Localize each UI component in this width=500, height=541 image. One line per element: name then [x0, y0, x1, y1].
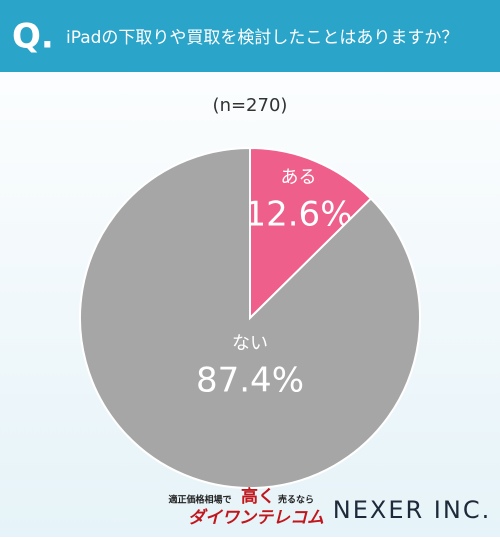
- subtitle: (n=270): [213, 95, 288, 116]
- header-question: iPadの下取りや買取を検討したことはありますか？: [66, 28, 458, 48]
- slice-category: ある: [281, 167, 317, 188]
- pie-slice: [249, 146, 373, 321]
- slice-value-label: 12.6%: [244, 194, 352, 234]
- footer-company: NEXER INC.: [333, 496, 491, 524]
- pie-slice: [79, 146, 421, 489]
- footer-tagline2: 売るなら: [278, 494, 314, 506]
- slice-value-label: 87.4%: [196, 361, 304, 401]
- footer-brand: ダイワンテレコム: [188, 508, 324, 528]
- footer-highlight: 高く: [241, 486, 275, 507]
- slice-category: ない: [232, 333, 268, 354]
- header-badge: Q.: [12, 17, 54, 57]
- pie: ある 12.6% ない 87.4%: [79, 146, 421, 489]
- header-bar: [0, 0, 500, 72]
- footer-tagline: 適正価格相場で: [168, 494, 231, 506]
